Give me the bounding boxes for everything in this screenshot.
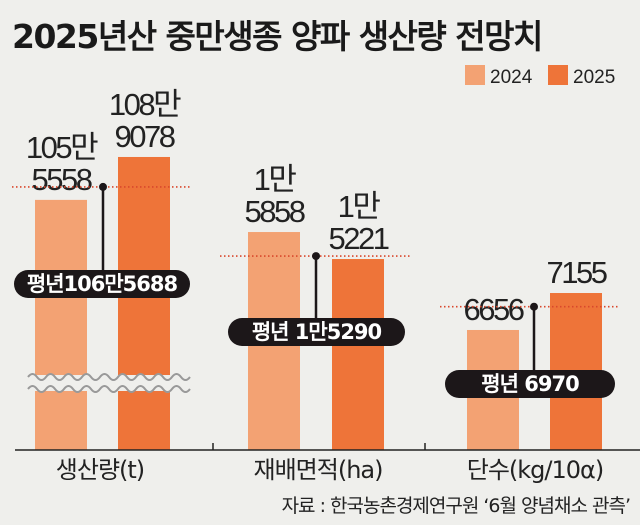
bar-2025 bbox=[332, 259, 384, 450]
average-label: 평년106만5688 bbox=[27, 272, 178, 296]
data-label: 5221 bbox=[329, 221, 389, 256]
average-label: 평년 1만5290 bbox=[252, 320, 382, 344]
category-label: 재배면적(ha) bbox=[254, 456, 383, 484]
average-dot bbox=[312, 252, 320, 261]
data-label: 5858 bbox=[245, 194, 305, 229]
average-pill bbox=[445, 370, 615, 398]
data-label: 108만 bbox=[109, 87, 181, 122]
bar-2024 bbox=[35, 199, 87, 450]
data-label: 105만 bbox=[26, 130, 98, 165]
legend-label-2024: 2024 bbox=[490, 67, 533, 88]
data-label: 1만 bbox=[254, 162, 297, 197]
axis-break-wave bbox=[27, 373, 191, 381]
category-label: 생산량(t) bbox=[56, 456, 144, 484]
source-note: 자료 : 한국농촌경제연구원 ‘6월 양념채소 관측’ bbox=[282, 495, 630, 517]
legend: 2024 2025 bbox=[465, 65, 615, 88]
average-pill bbox=[228, 318, 405, 346]
data-label: 5558 bbox=[32, 162, 92, 197]
legend-label-2025: 2025 bbox=[573, 67, 615, 88]
data-label: 7155 bbox=[547, 255, 607, 290]
category-label: 단수(kg/10α) bbox=[467, 456, 603, 484]
average-dot bbox=[530, 302, 538, 311]
data-label: 9078 bbox=[115, 119, 175, 154]
data-label: 1만 bbox=[338, 189, 381, 224]
average-label: 평년 6970 bbox=[481, 372, 579, 396]
legend-swatch-2025 bbox=[548, 65, 568, 85]
chart-title: 2025년산 중만생종 양파 생산량 전망치 bbox=[12, 17, 542, 56]
legend-swatch-2024 bbox=[465, 65, 485, 85]
axis-break-gap bbox=[28, 375, 180, 391]
average-dot bbox=[99, 182, 107, 191]
axis-break-wave bbox=[27, 385, 191, 393]
average-pill bbox=[14, 270, 190, 298]
bar-2025 bbox=[118, 156, 170, 450]
data-label: 6656 bbox=[464, 292, 524, 327]
